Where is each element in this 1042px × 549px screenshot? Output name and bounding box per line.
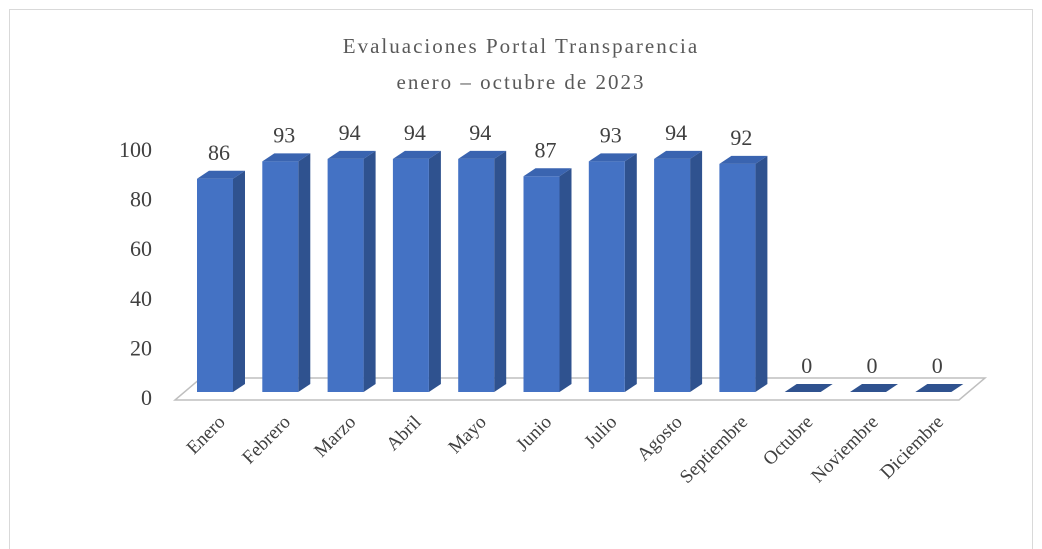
bar-side [690,150,703,392]
value-label: 0 [801,353,812,378]
y-tick-label: 20 [130,335,152,360]
value-label: 0 [932,353,943,378]
value-label: 94 [339,120,361,145]
bar [392,158,429,392]
bar [327,158,364,392]
value-label: 94 [665,120,687,145]
value-label: 94 [469,120,491,145]
y-tick-label: 0 [141,385,152,410]
x-tick-label: Agosto [633,412,687,466]
x-tick-label: Octubre [759,412,817,470]
bar [654,158,691,392]
bar-side [559,168,572,392]
bar-top [588,153,637,162]
x-tick-label: Abril [382,412,425,455]
bar-side [494,150,507,392]
bar-top [915,384,964,392]
bar [197,178,233,392]
bar-side [233,170,245,392]
chart-subtitle: enero – octubre de 2023 [397,70,646,94]
chart-title: Evaluaciones Portal Transparencia [343,34,699,58]
bar-top [784,384,833,392]
bar-top [654,150,703,159]
x-tick-label: Septiembre [676,412,752,488]
x-tick-label: Diciembre [876,412,948,484]
bar-side [298,153,311,392]
x-tick-label: Noviembre [807,412,882,487]
value-label: 86 [208,140,230,165]
value-label: 87 [535,137,557,162]
bar-side [428,150,441,392]
bar-top [327,150,376,159]
value-label: 93 [600,122,622,147]
x-tick-label: Enero [183,412,230,459]
y-tick-label: 100 [119,137,152,162]
value-label: 0 [867,353,878,378]
bar-side [755,155,768,392]
value-label: 93 [273,122,295,147]
x-tick-label: Junio [512,412,556,456]
bar-side [363,150,376,392]
x-tick-label: Marzo [310,412,360,462]
bar [262,161,299,392]
bar [458,158,495,392]
bar-top [262,153,311,162]
bar-top [392,150,441,159]
bar-top [197,170,245,179]
bar-top [523,168,572,177]
y-tick-label: 80 [130,187,152,212]
x-tick-label: Febrero [238,412,295,469]
y-tick-label: 60 [130,236,152,261]
bar-top [719,155,768,164]
y-tick-label: 40 [130,286,152,311]
x-tick-label: Mayo [445,412,491,458]
bar [719,163,756,392]
x-tick-label: Julio [580,412,621,453]
chart-frame [9,9,1033,549]
value-label: 94 [404,120,426,145]
bar [588,161,625,392]
bar-top [458,150,507,159]
bar [523,176,560,392]
bar-side [624,153,637,392]
floor [172,377,988,401]
value-label: 92 [730,125,752,150]
bar-top [850,384,898,392]
